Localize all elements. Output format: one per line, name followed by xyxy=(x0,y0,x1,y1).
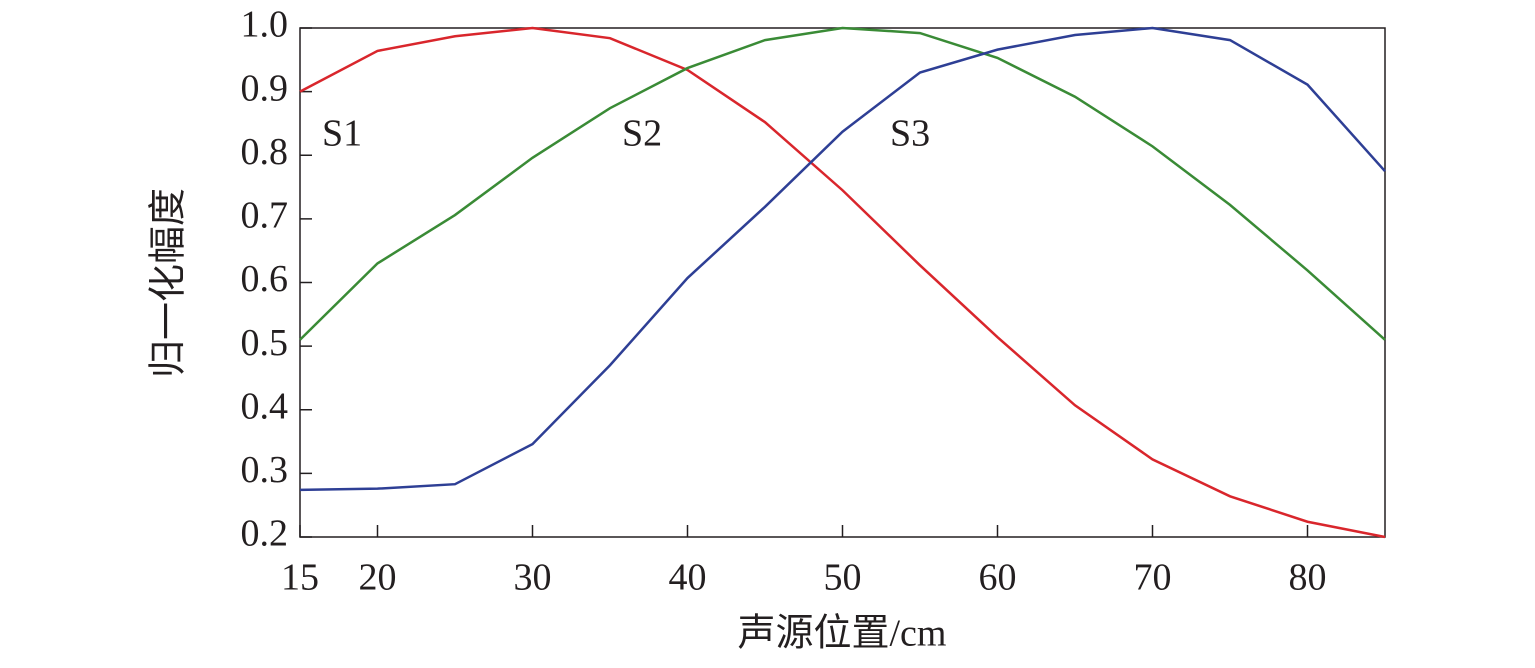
x-tick-label: 15 xyxy=(281,557,319,599)
x-tick-label: 70 xyxy=(1134,557,1172,599)
x-tick-label: 30 xyxy=(514,557,552,599)
series-line xyxy=(299,26,1386,492)
series-line xyxy=(299,26,1386,341)
y-tick-label: 0.6 xyxy=(241,258,289,300)
series-line xyxy=(299,26,1386,539)
x-tick-label: 50 xyxy=(824,557,862,599)
series-label: S1 xyxy=(322,113,362,155)
y-axis-label: 归一化幅度 xyxy=(148,188,190,378)
x-tick-label: 60 xyxy=(979,557,1017,599)
y-tick-label: 0.3 xyxy=(241,449,289,491)
y-tick-label: 0.9 xyxy=(241,67,289,109)
x-tick-label: 80 xyxy=(1289,557,1327,599)
series-label: S2 xyxy=(622,113,662,155)
y-tick-label: 0.7 xyxy=(241,195,289,237)
y-tick-label: 0.5 xyxy=(241,322,289,364)
y-tick-label: 0.2 xyxy=(241,513,289,555)
x-tick-label: 20 xyxy=(359,557,397,599)
y-tick-label: 1.0 xyxy=(241,4,289,46)
x-axis-label: 声源位置/cm xyxy=(738,613,947,655)
series-label: S3 xyxy=(890,113,930,155)
y-tick-label: 0.8 xyxy=(241,131,289,173)
plot-frame xyxy=(299,27,1386,538)
y-tick-label: 0.4 xyxy=(241,385,289,427)
x-tick-label: 40 xyxy=(669,557,707,599)
